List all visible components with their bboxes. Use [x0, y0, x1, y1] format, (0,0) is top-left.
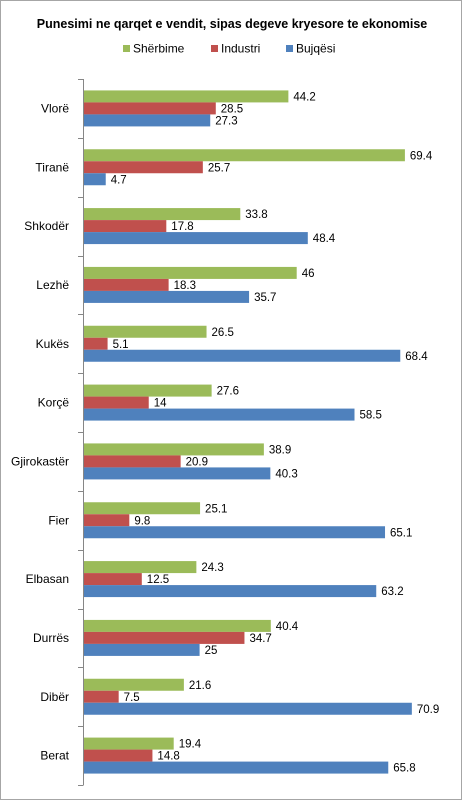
- value-label-fier-industri: 9.8: [134, 515, 150, 527]
- bar-gjirokaster-industri: [84, 455, 181, 468]
- bars: [84, 90, 412, 774]
- bar-lezhe-sherbime: [84, 266, 297, 279]
- bar-gjirokaster-sherbime: [84, 443, 264, 456]
- value-label-elbasan-sherbime: 24.3: [201, 562, 223, 574]
- category-label-durres: Durrës: [33, 631, 69, 645]
- legend-label-bujqesi: Bujqësi: [296, 42, 335, 56]
- value-label-shkoder-bujqesi: 48.4: [313, 233, 336, 245]
- bar-fier-bujqesi: [84, 526, 386, 539]
- category-label-shkoder: Shkodër: [24, 219, 69, 233]
- bar-lezhe-bujqesi: [84, 290, 250, 303]
- value-label-vlore-sherbime: 44.2: [293, 91, 315, 103]
- category-label-berat: Berat: [40, 749, 69, 763]
- value-label-berat-sherbime: 19.4: [179, 739, 202, 751]
- bar-lezhe-industri: [84, 278, 169, 291]
- value-label-durres-sherbime: 40.4: [276, 621, 299, 633]
- value-label-tirane-industri: 25.7: [208, 162, 230, 174]
- category-label-tirane: Tiranë: [35, 160, 69, 174]
- bar-diber-bujqesi: [84, 702, 412, 715]
- value-label-durres-bujqesi: 25: [205, 645, 218, 657]
- bar-elbasan-bujqesi: [84, 585, 377, 598]
- bar-vlore-sherbime: [84, 90, 289, 103]
- bar-vlore-bujqesi: [84, 114, 211, 127]
- legend-label-sherbime: Shërbime: [133, 42, 185, 56]
- bar-vlore-industri: [84, 102, 216, 115]
- value-label-korce-industri: 14: [154, 398, 167, 410]
- value-label-tirane-sherbime: 69.4: [410, 150, 433, 162]
- bar-shkoder-bujqesi: [84, 232, 308, 245]
- bar-kukes-sherbime: [84, 325, 207, 338]
- bar-fier-sherbime: [84, 502, 201, 515]
- legend-swatch-bujqesi: [286, 45, 293, 52]
- bar-tirane-sherbime: [84, 149, 405, 162]
- bar-korce-industri: [84, 396, 149, 409]
- category-label-kukes: Kukës: [36, 337, 69, 351]
- category-label-korce: Korçë: [38, 396, 70, 410]
- category-labels: Vlorë Tiranë Shkodër Lezhë Kukës Korçë Gjiroka…: [11, 101, 70, 762]
- bar-fier-industri: [84, 514, 130, 527]
- category-label-diber: Dibër: [40, 690, 69, 704]
- value-label-gjirokaster-sherbime: 38.9: [269, 444, 291, 456]
- value-label-gjirokaster-bujqesi: 40.3: [275, 468, 297, 480]
- value-label-diber-bujqesi: 70.9: [417, 704, 439, 716]
- category-label-lezhe: Lezhë: [36, 278, 69, 292]
- bar-berat-bujqesi: [84, 761, 389, 774]
- bar-durres-bujqesi: [84, 643, 200, 656]
- bar-durres-industri: [84, 631, 245, 644]
- category-label-fier: Fier: [48, 513, 69, 527]
- value-label-vlore-bujqesi: 27.3: [215, 115, 237, 127]
- bar-berat-sherbime: [84, 737, 174, 750]
- bar-korce-sherbime: [84, 384, 212, 397]
- bar-gjirokaster-bujqesi: [84, 467, 271, 480]
- value-label-gjirokaster-industri: 20.9: [186, 456, 208, 468]
- value-label-kukes-bujqesi: 68.4: [405, 351, 428, 363]
- bar-durres-sherbime: [84, 619, 271, 632]
- value-label-korce-bujqesi: 58.5: [360, 410, 382, 422]
- bar-korce-bujqesi: [84, 408, 355, 421]
- bar-kukes-industri: [84, 337, 108, 350]
- bar-diber-industri: [84, 690, 119, 703]
- bar-berat-industri: [84, 749, 153, 762]
- value-label-shkoder-industri: 17.8: [171, 221, 193, 233]
- chart-title: Punesimi ne qarqet e vendit, sipas degev…: [37, 17, 427, 31]
- value-label-lezhe-bujqesi: 35.7: [254, 292, 276, 304]
- value-label-elbasan-bujqesi: 63.2: [381, 586, 403, 598]
- bar-tirane-industri: [84, 161, 203, 174]
- bar-shkoder-industri: [84, 220, 167, 233]
- value-label-shkoder-sherbime: 33.8: [245, 209, 267, 221]
- value-label-korce-sherbime: 27.6: [217, 386, 239, 398]
- y-axis-ticks: [78, 79, 84, 786]
- value-labels: 44.2 28.527.3 69.4 25.7 4.7 33.8 17.8 48.4 46 18.…: [111, 91, 439, 774]
- category-label-elbasan: Elbasan: [26, 572, 69, 586]
- value-label-durres-industri: 34.7: [249, 633, 271, 645]
- value-label-lezhe-industri: 18.3: [174, 280, 196, 292]
- category-label-vlore: Vlorë: [41, 101, 69, 115]
- value-label-diber-sherbime: 21.6: [189, 680, 211, 692]
- value-label-berat-industri: 14.8: [157, 751, 179, 763]
- bar-shkoder-sherbime: [84, 208, 241, 221]
- bar-elbasan-industri: [84, 573, 142, 586]
- legend: Shërbime Industri Bujqësi: [123, 42, 335, 56]
- legend-swatch-sherbime: [123, 45, 130, 52]
- value-label-diber-industri: 7.5: [124, 692, 140, 704]
- bar-kukes-bujqesi: [84, 349, 401, 362]
- value-label-kukes-sherbime: 26.5: [212, 327, 234, 339]
- bar-diber-sherbime: [84, 678, 184, 691]
- value-label-berat-bujqesi: 65.8: [393, 763, 415, 775]
- bar-elbasan-sherbime: [84, 561, 197, 574]
- value-label-lezhe-sherbime: 46: [302, 268, 315, 280]
- legend-label-industri: Industri: [221, 42, 260, 56]
- legend-swatch-industri: [211, 45, 218, 52]
- value-label-kukes-industri: 5.1: [113, 339, 129, 351]
- category-label-gjirokaster: Gjirokastër: [11, 454, 69, 468]
- bar-tirane-bujqesi: [84, 173, 106, 186]
- value-label-vlore-industri: 28.5: [221, 103, 243, 115]
- value-label-tirane-bujqesi: 4.7: [111, 174, 127, 186]
- value-label-fier-bujqesi: 65.1: [390, 527, 412, 539]
- value-label-elbasan-industri: 12.5: [147, 574, 169, 586]
- value-label-fier-sherbime: 25.1: [205, 503, 227, 515]
